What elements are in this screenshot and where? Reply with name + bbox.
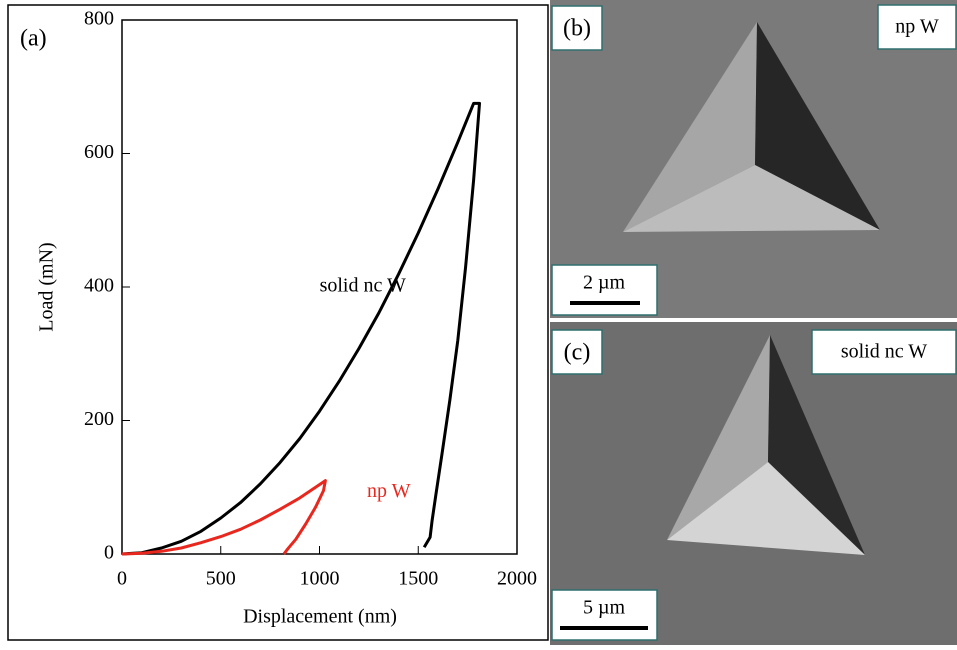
x-tick-label: 0: [117, 568, 127, 590]
series-label: np W: [367, 480, 411, 502]
y-axis-label: Load (mN): [36, 242, 58, 331]
series-label: solid nc W: [320, 275, 406, 297]
scale-bar-label: 5 µm: [583, 597, 626, 619]
x-tick-label: 1000: [300, 568, 340, 590]
x-tick-label: 1500: [398, 568, 438, 590]
scale-bar-label: 2 µm: [583, 272, 626, 294]
panel-label: (a): [20, 26, 47, 52]
y-tick-label: 600: [84, 141, 114, 163]
y-tick-label: 400: [84, 275, 114, 297]
panel-label: (b): [563, 16, 591, 42]
y-tick-label: 200: [84, 408, 114, 430]
panel-frame: [8, 5, 548, 640]
image-caption: solid nc W: [841, 341, 927, 363]
image-caption: np W: [895, 16, 939, 38]
y-tick-label: 800: [84, 8, 114, 30]
figure: (a) Displacement (nm) Load (mN) (b) np W…: [0, 0, 957, 645]
x-tick-label: 2000: [497, 568, 537, 590]
x-axis-label: Displacement (nm): [243, 606, 397, 628]
y-tick-label: 0: [104, 542, 114, 564]
x-tick-label: 500: [206, 568, 236, 590]
panel-label: (c): [564, 340, 591, 366]
